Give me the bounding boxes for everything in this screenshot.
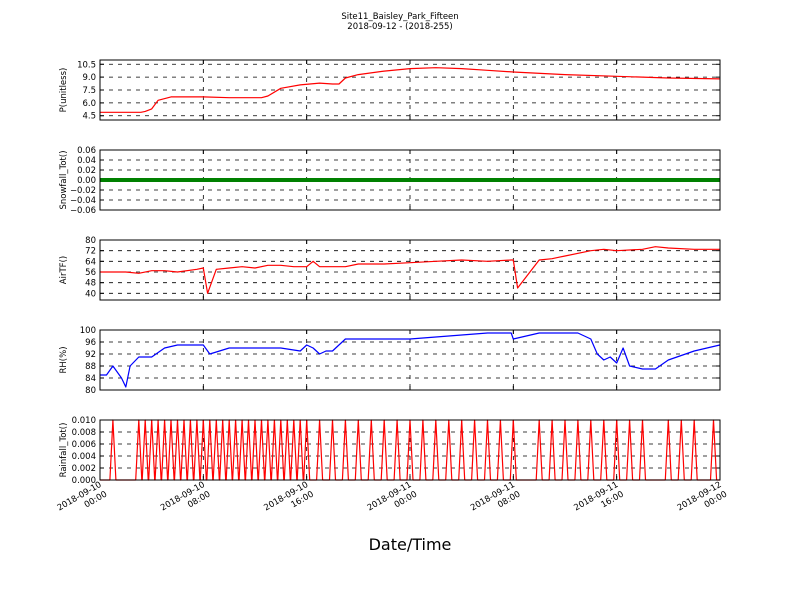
- chart-panel-4: 80 84 88 92 96 100 RH(%): [59, 326, 721, 396]
- y-tick-label: 0.04: [77, 156, 96, 166]
- y-tick-label: 92: [85, 350, 96, 360]
- y-tick-label: 6.0: [82, 99, 96, 109]
- y-tick-label: 10.5: [77, 60, 96, 70]
- plot-frame: [99, 329, 721, 391]
- y-axis-label: Rainfall_Tot(): [59, 423, 69, 478]
- y-axis-label: RH(%): [59, 346, 69, 373]
- y-tick-label: 48: [85, 279, 96, 289]
- figure-subtitle: 2018-09-12 - (2018-255): [347, 22, 452, 32]
- y-tick-label: 40: [85, 289, 96, 299]
- y-tick-label: 100: [80, 326, 96, 336]
- figure-title: Site11_Baisley_Park_Fifteen: [341, 12, 458, 22]
- y-axis-label: P(unitless): [59, 68, 69, 113]
- chart-panel-1: 4.5 6.0 7.5 9.0 10.5 P(unitless): [59, 59, 721, 122]
- plot-frame: [99, 149, 721, 211]
- y-tick-label: 0.00: [77, 176, 96, 186]
- y-tick-label: 56: [85, 268, 96, 278]
- series-line: [100, 332, 720, 388]
- series-line: [100, 246, 720, 294]
- chart-panel-5: 0.000 0.002 0.004 0.006 0.008 0.010Rainfall_T…: [59, 416, 721, 486]
- y-tick-label: 0.002: [72, 464, 96, 474]
- y-tick-label: −0.02: [70, 186, 96, 196]
- y-axis-label: Snowfall_Tot(): [59, 150, 69, 209]
- y-tick-label: 0.010: [72, 416, 96, 426]
- y-tick-label: 96: [85, 338, 96, 348]
- y-axis-label: AirTF(): [59, 256, 69, 284]
- y-tick-label: 7.5: [82, 86, 96, 96]
- x-axis-label: Date/Time: [369, 535, 452, 554]
- plot-frame: [99, 59, 721, 121]
- plot-frame: [99, 419, 721, 481]
- plot-frame: [99, 239, 721, 301]
- y-tick-label: 0.000: [72, 476, 96, 486]
- y-tick-label: 84: [85, 374, 96, 384]
- series-line: [100, 67, 720, 113]
- y-tick-label: 80: [85, 236, 96, 246]
- y-tick-label: 0.004: [72, 452, 96, 462]
- y-tick-label: 88: [85, 362, 96, 372]
- y-tick-label: 9.0: [82, 73, 96, 83]
- y-tick-label: 0.02: [77, 166, 96, 176]
- y-tick-label: 0.06: [77, 146, 96, 156]
- y-tick-label: 0.008: [72, 428, 96, 438]
- y-tick-label: 64: [85, 257, 96, 267]
- y-tick-label: −0.06: [70, 206, 96, 216]
- chart-panel-2: −0.06−0.04−0.020.000.020.040.06 Snowfall_…: [59, 146, 721, 216]
- y-tick-label: 0.006: [72, 440, 96, 450]
- y-tick-label: 80: [85, 386, 96, 396]
- y-tick-label: 72: [85, 247, 96, 257]
- y-tick-label: −0.04: [70, 196, 96, 206]
- chart-panels: 4.5 6.0 7.5 9.0 10.5 P(unitless) −0.06−0.04−0.…: [59, 59, 721, 486]
- y-tick-label: 4.5: [82, 112, 96, 122]
